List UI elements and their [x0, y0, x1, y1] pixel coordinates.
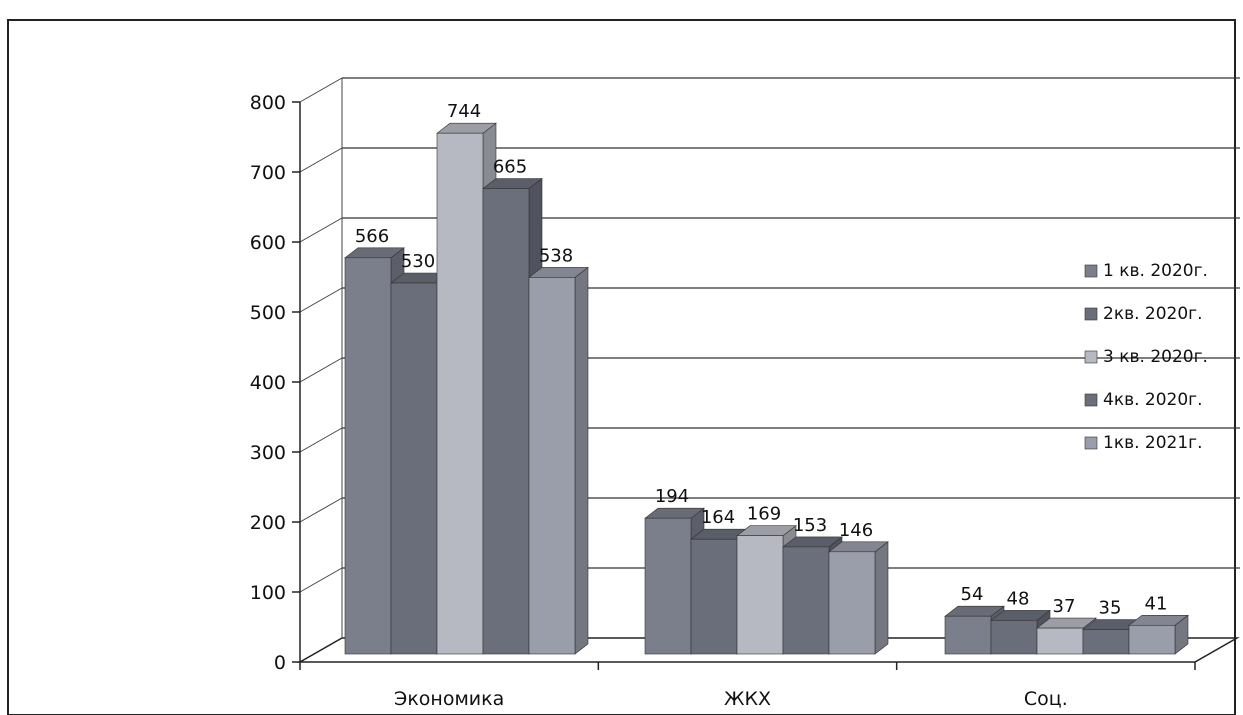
data-label: 530 — [401, 251, 435, 272]
data-label: 538 — [539, 245, 573, 266]
gridline-diagonal — [299, 497, 343, 523]
data-label: 41 — [1145, 593, 1168, 614]
x-category-label: Соц. — [1024, 688, 1068, 710]
gridline-diagonal — [299, 217, 343, 243]
legend-label: 2кв. 2020г. — [1103, 304, 1203, 324]
bar — [1128, 624, 1176, 655]
legend-swatch — [1084, 350, 1098, 364]
bar — [690, 538, 738, 655]
chart-border — [7, 19, 1236, 715]
bar — [390, 282, 438, 655]
gridline-diagonal — [299, 427, 343, 453]
gridline-diagonal — [299, 77, 343, 103]
gridline-diagonal — [299, 147, 343, 173]
bar-side — [874, 541, 889, 655]
bar — [944, 615, 992, 655]
bar — [1036, 627, 1084, 655]
label-layer: 566 530 744 665 538 Экономика 194 164 169 153 146 Ж… — [355, 101, 1168, 710]
gridline-diagonal — [299, 287, 343, 313]
y-tick-label: 800 — [250, 92, 286, 114]
y-tick-label: 300 — [250, 442, 286, 464]
data-label: 744 — [447, 101, 481, 122]
legend-swatch — [1084, 307, 1098, 321]
legend-label: 1кв. 2021г. — [1103, 433, 1203, 453]
bar — [528, 277, 576, 655]
data-label: 37 — [1053, 596, 1076, 617]
data-label: 54 — [961, 584, 984, 605]
bar — [644, 517, 692, 655]
bar — [828, 551, 876, 655]
y-tick-label: 400 — [250, 372, 286, 394]
legend-label: 4кв. 2020г. — [1103, 390, 1203, 410]
y-tick-label: 500 — [250, 302, 286, 324]
x-category-label: ЖКХ — [724, 688, 771, 710]
data-label: 48 — [1007, 588, 1030, 609]
bar — [782, 546, 830, 655]
y-tick-label: 0 — [274, 652, 286, 674]
y-tick-label: 200 — [250, 512, 286, 534]
data-label: 665 — [493, 157, 527, 178]
bar — [436, 132, 484, 655]
legend-label: 1 кв. 2020г. — [1103, 261, 1208, 281]
y-tick-label: 700 — [250, 162, 286, 184]
legend-swatch — [1084, 393, 1098, 407]
legend-label: 3 кв. 2020г. — [1103, 347, 1208, 367]
bar-layer — [344, 122, 1189, 655]
x-category-label: Экономика — [394, 688, 504, 710]
data-label: 35 — [1099, 598, 1122, 619]
y-tick-label: 100 — [250, 582, 286, 604]
bar-side — [574, 266, 589, 655]
gridline-diagonal — [299, 567, 343, 593]
bar — [990, 620, 1038, 655]
data-label: 153 — [793, 515, 827, 536]
data-label: 146 — [839, 520, 873, 541]
bar — [482, 188, 530, 655]
bar — [736, 535, 784, 655]
data-label: 169 — [747, 504, 781, 525]
y-tick-label: 600 — [250, 232, 286, 254]
data-label: 164 — [701, 507, 735, 528]
bar — [1082, 629, 1130, 655]
bar — [344, 257, 392, 655]
axis-layer: 0 100 200 300 400 500 600 700 800 — [250, 78, 1196, 674]
legend-swatch — [1084, 436, 1098, 450]
legend-swatch — [1084, 264, 1098, 278]
gridline-diagonal — [299, 357, 343, 383]
legend: 1 кв. 2020г. 2кв. 2020г. 3 кв. 2020г. 4кв. … — [1084, 261, 1208, 453]
data-label: 194 — [655, 486, 689, 507]
data-label: 566 — [355, 226, 389, 247]
